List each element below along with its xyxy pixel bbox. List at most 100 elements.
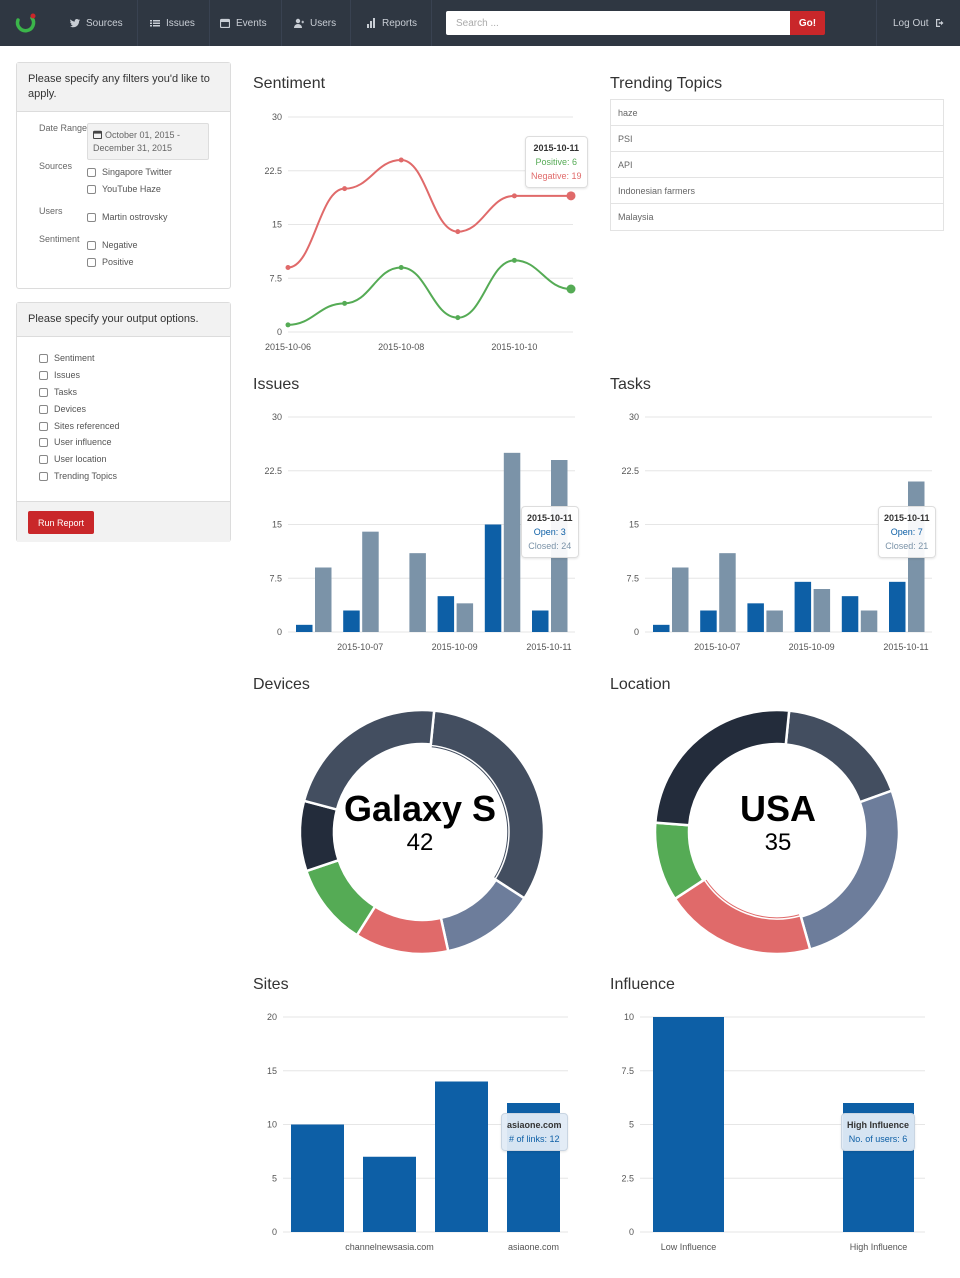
devices-center-value: 42 [406, 829, 434, 856]
output-option-label: Sentiment [54, 353, 95, 363]
bar-closed [315, 567, 332, 632]
date-range-picker[interactable]: October 01, 2015 - December 31, 2015 [87, 123, 209, 160]
logo-icon[interactable] [10, 8, 40, 38]
checkbox[interactable] [87, 257, 96, 267]
sites-title: Sites [253, 976, 289, 993]
trending-topic-item[interactable]: Indonesian farmers [611, 178, 943, 204]
output-option[interactable]: User influence [39, 437, 112, 447]
donut-slice [304, 858, 377, 937]
bar-closed [362, 531, 379, 632]
tooltip-title: 2015-10-11 [533, 143, 580, 153]
sentiment-option[interactable]: Positive [87, 257, 134, 267]
data-point [455, 315, 461, 321]
output-option-label: Devices [54, 404, 87, 414]
checkbox[interactable] [39, 404, 48, 414]
search-input[interactable] [446, 11, 790, 35]
y-tick-label: 7.5 [269, 273, 282, 283]
checkbox[interactable] [87, 184, 96, 194]
bar [653, 1017, 724, 1232]
output-panel: Please specify your output options. Sent… [16, 302, 231, 542]
checkbox[interactable] [39, 353, 48, 363]
checkbox[interactable] [39, 387, 48, 397]
output-option[interactable]: Tasks [39, 387, 77, 397]
influence-title: Influence [610, 976, 675, 993]
twitter-icon [70, 19, 80, 28]
donut-slice [654, 708, 791, 827]
bar-open [747, 603, 764, 632]
y-tick-label: 22.5 [264, 466, 282, 476]
checkbox[interactable] [87, 167, 96, 177]
logout-label: Log Out [893, 17, 929, 29]
sentiment-option-label: Negative [102, 240, 138, 250]
output-panel-heading: Please specify your output options. [17, 303, 230, 337]
trending-topic-item[interactable]: haze [611, 100, 943, 126]
data-point [398, 265, 404, 270]
donut-highlight-ring [430, 744, 510, 880]
user-option[interactable]: Martin ostrovsky [87, 212, 168, 222]
bar-open [841, 596, 859, 632]
nav-sources[interactable]: Sources [56, 0, 138, 46]
checkbox[interactable] [39, 454, 48, 464]
nav-reports[interactable]: Reports [352, 0, 433, 46]
output-option[interactable]: User location [39, 454, 107, 464]
x-tick-label: 2015-10-11 [526, 642, 571, 652]
checkbox[interactable] [39, 370, 48, 380]
devices-donut-chart [298, 708, 546, 956]
checkbox[interactable] [87, 240, 96, 250]
tooltip-title: asiaone.com [507, 1120, 562, 1130]
calendar-icon [92, 130, 103, 140]
y-tick-label: 15 [267, 1066, 277, 1076]
trending-topic-item[interactable]: Malaysia [618, 212, 654, 222]
bar-open [343, 610, 360, 632]
output-option[interactable]: Devices [39, 404, 86, 414]
output-option-label: User influence [54, 437, 112, 447]
sentiment-title: Sentiment [253, 75, 326, 92]
location-center-name: USA [739, 788, 816, 829]
checkbox[interactable] [39, 437, 48, 447]
trending-topic-item[interactable]: API [611, 152, 943, 178]
sentiment-option[interactable]: Negative [87, 240, 138, 250]
y-tick-label: 20 [267, 1012, 277, 1022]
x-tick-label: 2015-10-08 [378, 342, 424, 352]
output-option-label: Trending Topics [54, 471, 118, 481]
y-tick-label: 22.5 [264, 166, 282, 176]
logout-link[interactable]: Log Out [876, 0, 945, 46]
donut-slice [302, 708, 436, 812]
bar [363, 1156, 416, 1232]
nav-issues-label: Issues [166, 17, 195, 29]
source-option[interactable]: YouTube Haze [87, 184, 161, 194]
checkbox[interactable] [87, 212, 96, 222]
trending-topic-item[interactable]: PSI [611, 126, 943, 152]
y-tick-label: 22.5 [621, 466, 639, 476]
source-option[interactable]: Singapore Twitter [87, 167, 172, 177]
bar-open [437, 596, 455, 632]
bar-closed [409, 553, 426, 632]
checkbox[interactable] [39, 471, 48, 481]
y-tick-label: 30 [272, 112, 282, 122]
output-option[interactable]: Issues [39, 370, 80, 380]
nav-events[interactable]: Events [206, 0, 282, 46]
location-title: Location [610, 676, 671, 693]
bar-closed [456, 603, 474, 632]
output-option[interactable]: Sites referenced [39, 421, 120, 431]
bar-closed [860, 610, 878, 632]
search-go-button[interactable]: Go! [790, 11, 825, 35]
run-report-button[interactable]: Run Report [28, 511, 94, 534]
location-center-value: 35 [764, 829, 792, 856]
output-option[interactable]: Sentiment [39, 353, 95, 363]
output-option[interactable]: Trending Topics [39, 471, 117, 481]
checkbox[interactable] [39, 421, 48, 431]
data-point [511, 257, 517, 263]
bar [291, 1124, 344, 1232]
bar-open [653, 624, 670, 632]
nav-issues[interactable]: Issues [136, 0, 210, 46]
y-tick-label: 2.5 [621, 1173, 634, 1183]
nav-users[interactable]: Users [280, 0, 352, 46]
bar-open [794, 581, 812, 632]
y-tick-label: 5 [272, 1173, 277, 1183]
trending-topics-list: haze PSI API Indonesian farmers Malaysia [610, 99, 944, 231]
y-tick-label: 10 [624, 1012, 634, 1022]
y-tick-label: 0 [629, 1227, 634, 1237]
output-panel-footer: Run Report [17, 501, 230, 542]
donut-highlight-ring [703, 879, 801, 920]
